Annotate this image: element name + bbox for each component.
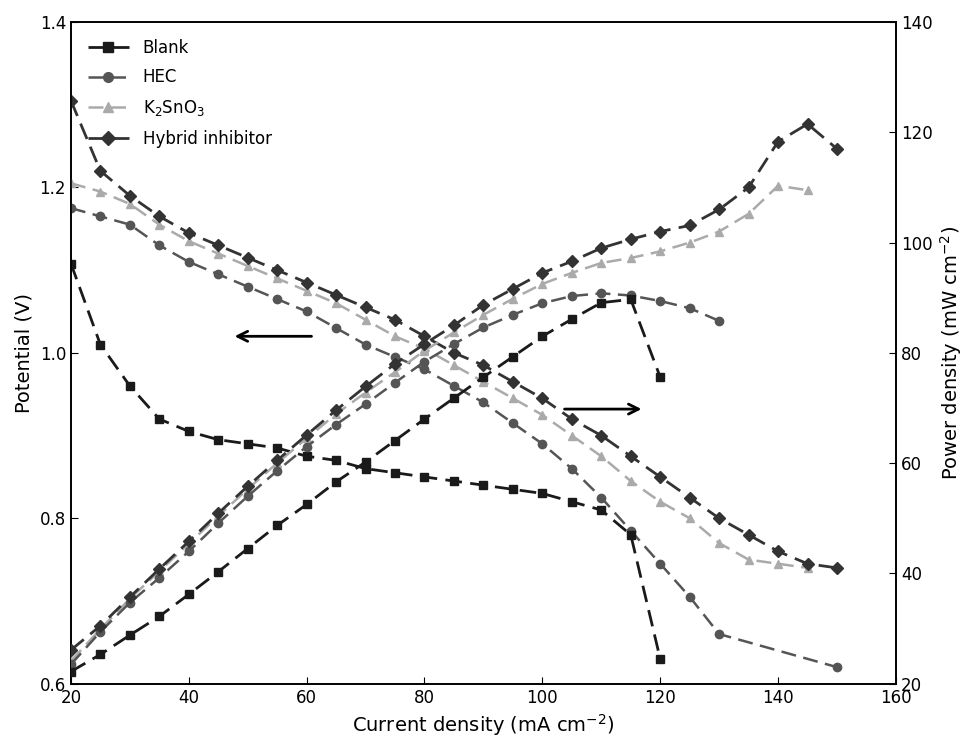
X-axis label: Current density (mA cm$^{-2}$): Current density (mA cm$^{-2}$) — [352, 712, 614, 738]
Y-axis label: Potential (V): Potential (V) — [15, 293, 34, 413]
Legend: Blank, HEC, K$_2$SnO$_3$, Hybrid inhibitor: Blank, HEC, K$_2$SnO$_3$, Hybrid inhibit… — [79, 30, 280, 156]
Y-axis label: Power density (mW cm$^{-2}$): Power density (mW cm$^{-2}$) — [937, 226, 963, 480]
